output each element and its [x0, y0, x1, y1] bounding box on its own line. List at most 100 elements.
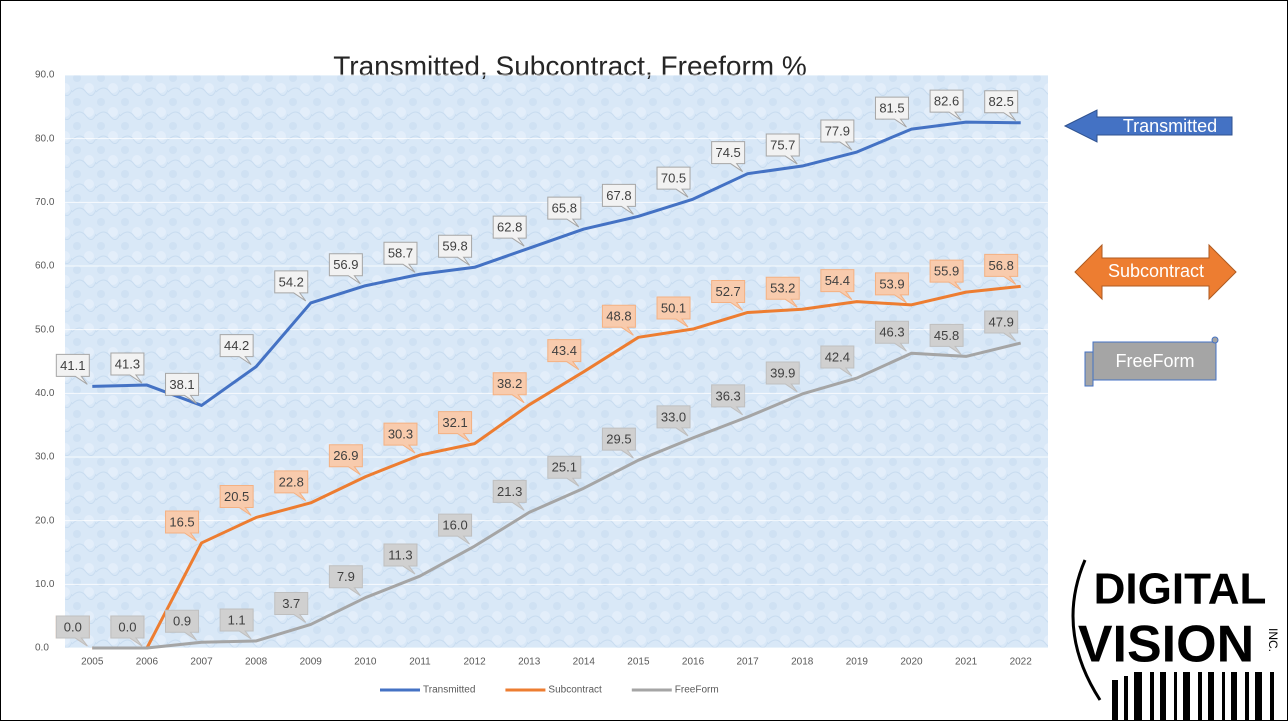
data-label: 58.7 [388, 246, 413, 261]
data-label-box [492, 215, 527, 247]
data-label: 67.8 [606, 188, 631, 203]
data-label-box [765, 133, 800, 165]
data-label-box [438, 234, 473, 266]
data-label: 41.1 [60, 358, 85, 373]
data-label-box [765, 361, 800, 393]
data-label: 54.2 [279, 274, 304, 289]
data-label: 52.7 [715, 284, 740, 299]
data-label: 50.1 [661, 300, 686, 315]
data-label: 75.7 [770, 137, 795, 152]
data-label: 26.9 [333, 448, 358, 463]
data-label-box [547, 339, 582, 371]
series-line [92, 284, 1021, 650]
data-label-box [110, 615, 145, 647]
data-label-box [711, 141, 746, 173]
plot: 0.0 10.0 20.0 30.0 40.0 50.0 60.0 70.0 80.0 90.0 2… [35, 70, 1048, 696]
data-label-box [874, 320, 909, 352]
data-label: 70.5 [661, 171, 686, 186]
data-label: 11.3 [388, 547, 412, 562]
data-label: 7.9 [337, 569, 355, 584]
data-label-box [219, 334, 254, 366]
x-tick-label: 2015 [627, 657, 650, 668]
annotation-arrow [1063, 109, 1233, 143]
data-label-box [438, 513, 473, 545]
data-label: 62.8 [497, 220, 522, 235]
annotation-text: Subcontract [1108, 261, 1204, 281]
legend-label: Subcontract [548, 685, 602, 696]
data-label: 74.5 [715, 145, 740, 160]
data-label: 0.0 [118, 619, 136, 634]
y-tick-label: 20.0 [35, 515, 55, 526]
logo: DIGITAL VISION INC. [1071, 559, 1280, 720]
data-label: 3.7 [282, 596, 300, 611]
data-label-box [328, 253, 363, 285]
data-label-box [711, 384, 746, 416]
data-label-box [984, 310, 1019, 342]
data-label-box [874, 96, 909, 128]
x-tick-label: 2017 [737, 657, 760, 668]
y-tick-label: 60.0 [35, 261, 55, 272]
data-label: 53.2 [770, 281, 795, 296]
data-label-box [601, 183, 636, 215]
legend-label: FreeForm [675, 685, 719, 696]
x-tick-label: 2011 [409, 657, 431, 668]
annotation-text: FreeForm [1115, 351, 1194, 371]
data-label-box [165, 372, 200, 404]
data-label: 55.9 [934, 264, 959, 279]
data-label-box [656, 405, 691, 437]
data-label: 56.9 [333, 257, 358, 272]
data-label-box [492, 479, 527, 511]
data-label: 29.5 [606, 432, 631, 447]
annotation-scroll-end [1084, 351, 1094, 387]
data-label-box [820, 345, 855, 377]
y-tick-label: 50.0 [35, 324, 55, 335]
data-label-box [383, 241, 418, 273]
data-label: 46.3 [879, 325, 904, 340]
data-label-box [165, 510, 200, 542]
data-label-box [274, 591, 309, 623]
data-label-box [874, 272, 909, 304]
data-label: 30.3 [388, 427, 413, 442]
data-label-box [55, 615, 90, 647]
data-label: 47.9 [989, 314, 1014, 329]
legend-label: Transmitted [423, 685, 475, 696]
data-label-box [328, 444, 363, 476]
x-tick-label: 2022 [1010, 657, 1033, 668]
data-label-box [55, 353, 90, 385]
data-label-box [929, 89, 964, 121]
data-label-box [929, 259, 964, 291]
data-label-box [438, 411, 473, 443]
y-tick-label: 70.0 [35, 197, 55, 208]
logo-arc [1071, 559, 1102, 701]
x-tick-label: 2019 [846, 657, 869, 668]
data-label-box [274, 470, 309, 502]
data-label: 65.8 [552, 201, 577, 216]
x-tick-label: 2005 [81, 657, 104, 668]
data-label: 16.5 [169, 514, 194, 529]
data-label-box [601, 427, 636, 459]
data-label-box [820, 269, 855, 301]
data-label: 32.1 [442, 415, 467, 430]
data-label-box [383, 422, 418, 454]
data-label-box [547, 455, 582, 487]
data-label: 20.5 [224, 489, 249, 504]
series-line [92, 341, 1022, 650]
data-label-box [328, 565, 363, 597]
data-label-box [984, 253, 1019, 285]
data-label: 43.4 [552, 343, 577, 358]
x-tick-label: 2014 [573, 657, 596, 668]
annotation-scroll-curl [1211, 336, 1219, 344]
logo-barcode [1112, 672, 1274, 720]
data-label-box [711, 279, 746, 311]
logo-text: DIGITAL [1094, 565, 1267, 614]
data-label: 0.9 [173, 614, 191, 629]
x-tick-label: 2010 [354, 657, 377, 668]
data-label: 56.8 [989, 258, 1014, 273]
x-tick-label: 2006 [136, 657, 159, 668]
data-label: 16.0 [442, 518, 467, 533]
data-label: 39.9 [770, 365, 795, 380]
data-label-box [765, 276, 800, 308]
logo-text: VISION [1078, 616, 1254, 674]
data-label: 82.6 [934, 94, 959, 109]
